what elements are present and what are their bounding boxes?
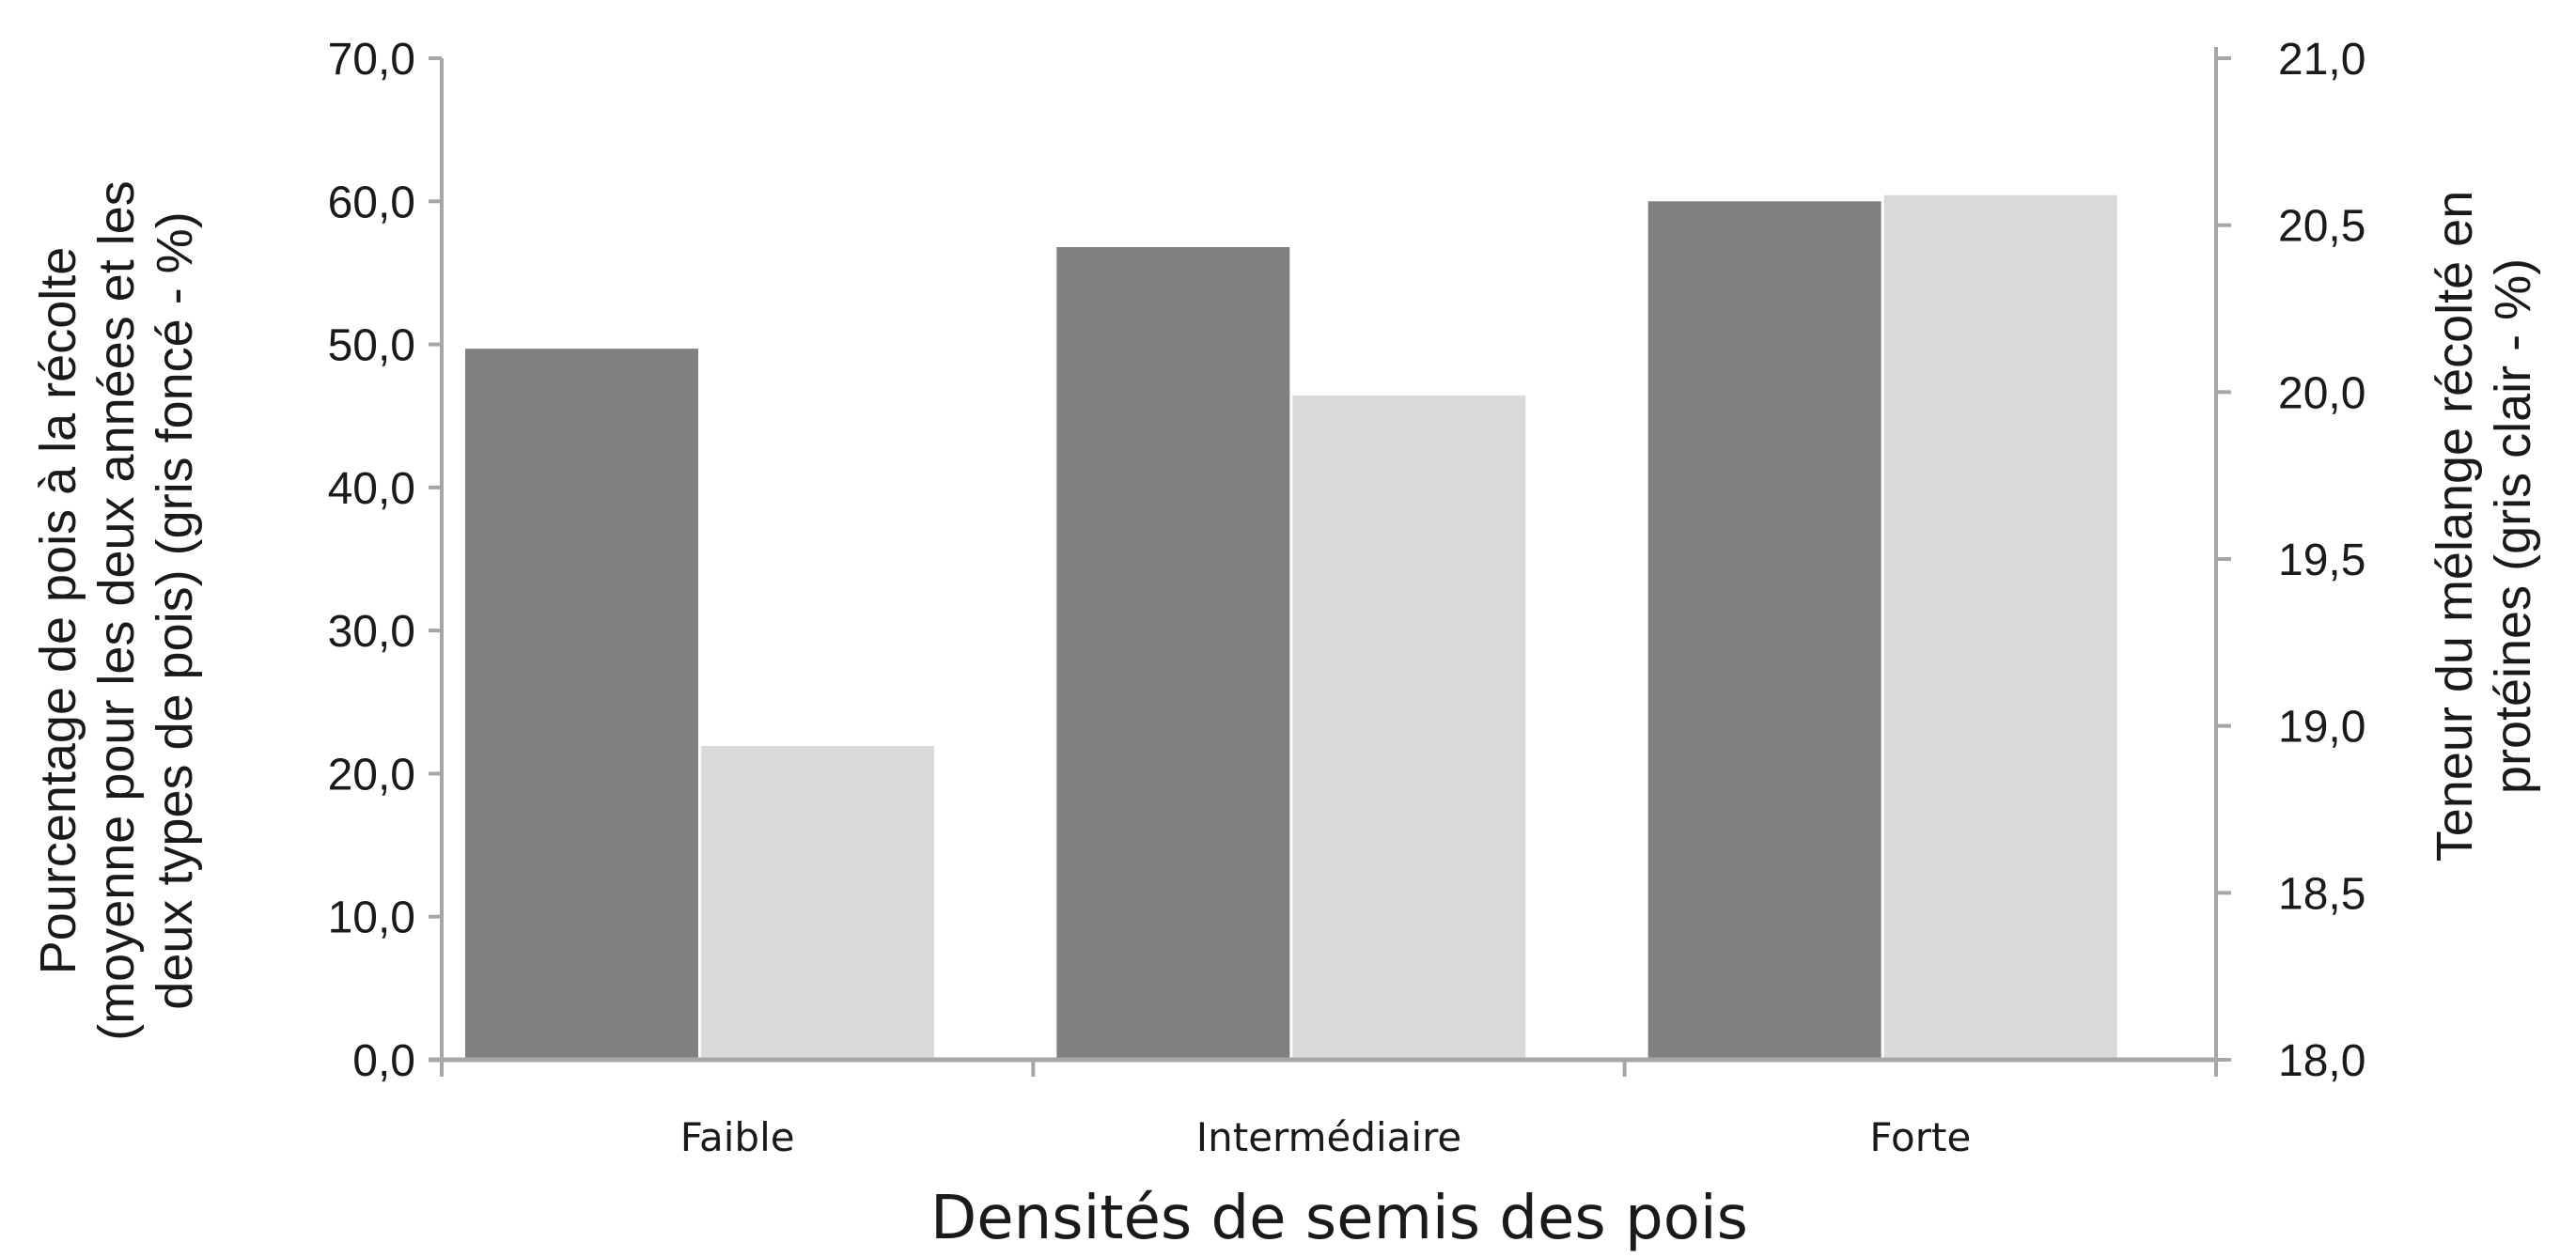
labels-group: Densités de semis des pois Pourcentage d…	[30, 35, 2541, 1253]
bar-protein-content-2	[1292, 395, 1526, 1060]
x-tick-label-1: Faible	[680, 1114, 795, 1160]
bar-protein-content-1	[701, 745, 934, 1060]
y-tick-label-5: 50,0	[328, 321, 415, 371]
y-tick-label-2: 20,0	[328, 750, 415, 800]
y-axis-title: Pourcentage de pois à la récolte (moyenn…	[30, 180, 203, 1041]
y2-tick-label-2: 19,0	[2278, 703, 2365, 753]
y-axis-title-line-2: (moyenne pour les deux années et les	[88, 180, 145, 1041]
y-tick-label-6: 60,0	[328, 178, 415, 227]
y-axis-title-line-1: Pourcentage de pois à la récolte	[30, 247, 86, 975]
bars-group	[465, 194, 2117, 1061]
y-tick-label-4: 40,0	[328, 464, 415, 514]
y2-axis-title: Teneur du mélange récolté en protéines (…	[2427, 191, 2541, 862]
y2-tick-label-0: 18,0	[2278, 1036, 2365, 1086]
y2-axis-title-line-1: Teneur du mélange récolté en	[2427, 191, 2483, 862]
y2-tick-label-4: 20,0	[2278, 368, 2365, 418]
y2-tick-label-1: 18,5	[2278, 869, 2365, 919]
y2-axis-title-line-2: protéines (gris clair - %)	[2485, 258, 2541, 794]
x-axis-title: Densités de semis des pois	[930, 1184, 1748, 1253]
y-tick-label-0: 0,0	[352, 1036, 415, 1086]
x-tick-label-2: Intermédiaire	[1196, 1114, 1462, 1160]
y-axis-title-line-3: deux types de pois) (gris foncé - %)	[147, 211, 203, 1009]
y2-tick-label-6: 21,0	[2278, 35, 2365, 85]
x-tick-label-3: Forte	[1869, 1114, 1971, 1160]
bar-pea-percentage-3	[1647, 201, 1881, 1061]
bar-pea-percentage-2	[1056, 247, 1290, 1060]
y2-tick-label-5: 20,5	[2278, 202, 2365, 252]
bar-protein-content-3	[1883, 194, 2117, 1061]
axes-group	[429, 47, 2231, 1077]
y-tick-label-1: 10,0	[328, 893, 415, 943]
y2-tick-label-3: 19,5	[2278, 536, 2365, 585]
y-tick-label-3: 30,0	[328, 607, 415, 657]
bar-pea-percentage-1	[465, 349, 698, 1060]
y-tick-label-7: 70,0	[328, 35, 415, 85]
